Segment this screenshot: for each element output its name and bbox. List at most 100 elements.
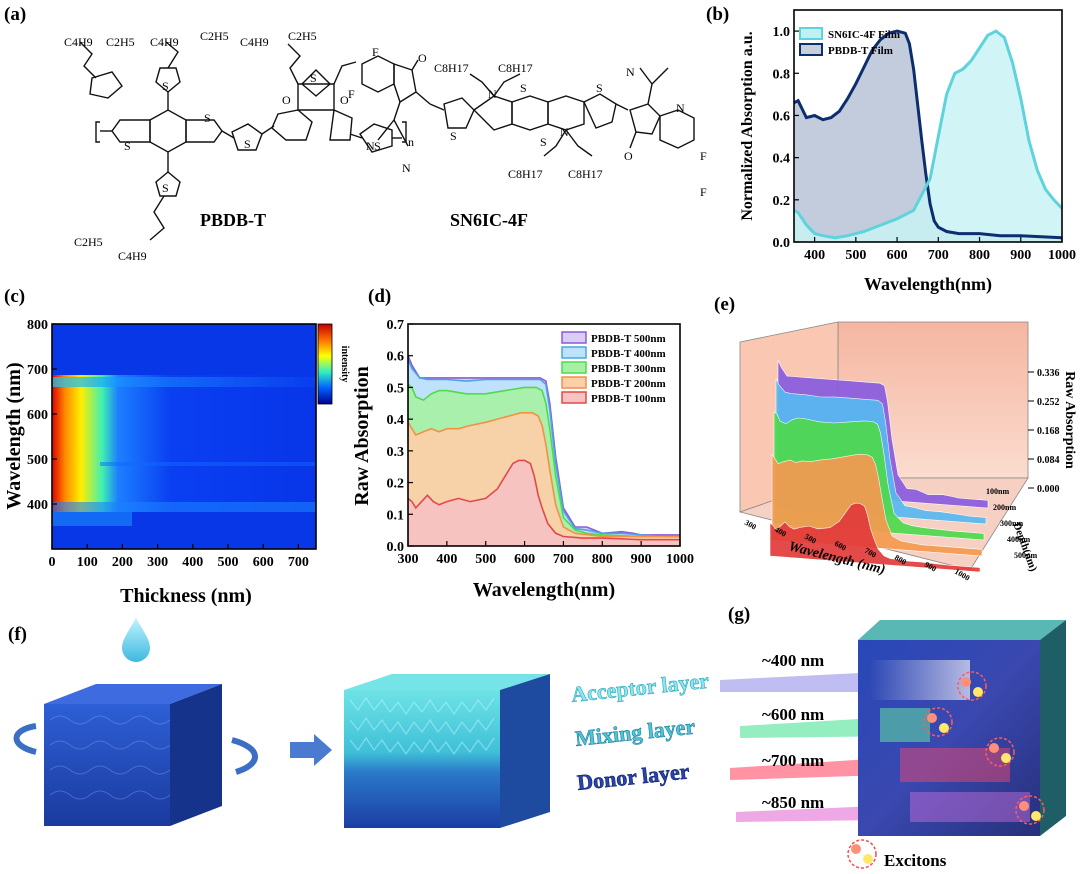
chart-d-xtick-label-3: 600 <box>514 552 535 567</box>
chart-b-area-1 <box>794 31 1062 242</box>
chart-e: 0.336 0.252 0.168 0.084 0.000 100nm 200nm 300nm… <box>738 321 1077 583</box>
chart-e-ytick-label-3: 0.084 <box>1037 455 1060 466</box>
chart-d-legend-swatch-1 <box>561 346 587 359</box>
pbdb-t-sub-5: C4H9 <box>240 35 269 49</box>
chart-e-depth-label-1: 200nm <box>993 503 1016 512</box>
chart-b-xtick-label-6: 1000 <box>1048 248 1076 263</box>
pbdb-t-sub-8: C4H9 <box>118 249 147 263</box>
chart-c-xtick-label-4: 400 <box>182 555 203 570</box>
sn6ic-o1: O <box>418 51 427 65</box>
legend-label-pbdb: PBDB-T Film <box>828 45 893 57</box>
chart-e-ytick-label-1: 0.252 <box>1037 397 1060 408</box>
chart-c-xtick-label-5: 500 <box>218 555 239 570</box>
chart-d-frame <box>407 323 681 547</box>
chart-d-ytick-label-0: 0.0 <box>387 540 405 555</box>
chart-c-ytick-label-2: 600 <box>27 408 48 423</box>
chart-c-ytick-label-1: 500 <box>27 453 48 468</box>
pbdb-t-s2: S <box>162 181 169 195</box>
chart-d-legend: PBDB-T 500nm PBDB-T 400nm PBDB-T 300nm PBDB… <box>561 331 666 405</box>
heatmap-band-main <box>52 375 316 512</box>
chart-b-ytick-label-3: 0.6 <box>773 109 791 124</box>
chart-b-xtick-label-5: 900 <box>1010 248 1031 263</box>
chart-e-xtick-label-0: 300 <box>743 518 758 532</box>
chart-d-xtick-label-1: 400 <box>436 552 457 567</box>
sn6ic-o2: O <box>624 149 633 163</box>
chart-d-xtick-label-7: 1000 <box>666 552 694 567</box>
chart-b-frame <box>793 9 1063 243</box>
chart-e-ytick-label-2: 0.168 <box>1037 426 1060 437</box>
chart-d-xtick-label-2: 500 <box>475 552 496 567</box>
chart-b-ytick-label-5: 1.0 <box>773 25 791 40</box>
legend-swatch-sn6ic <box>799 27 823 40</box>
pbdb-t-sub-3: C4H9 <box>150 35 179 49</box>
sn6ic-4f-name: SN6IC-4F <box>450 210 528 230</box>
heatmap-band-420 <box>52 512 132 526</box>
chart-c-ylabel: Wavelength (nm) <box>3 362 25 509</box>
chart-b-ylabel: Normalized Absorption a.u. <box>739 31 756 220</box>
chart-c-xlabel: Thickness (nm) <box>120 585 252 607</box>
label-600nm: ~600 nm <box>762 705 824 724</box>
chart-b-xtick-label-0: 400 <box>804 248 825 263</box>
chart-e-ylabel: Raw Absorption <box>1062 371 1077 469</box>
chart-c-axes: 0 100 200 300 400 500 600 700 400 500 600 700 800 <box>27 318 309 570</box>
exciton-legend-icon <box>847 839 877 869</box>
rotate-arrow-right-icon <box>231 737 258 775</box>
panel-label-d: (d) <box>368 286 391 307</box>
chart-c-xtick-label-0: 0 <box>49 555 56 570</box>
chart-e-depth-label-4: 500nm <box>1014 551 1037 560</box>
label-850nm: ~850 nm <box>762 793 824 812</box>
pbdb-t-s5: S <box>244 137 251 151</box>
chart-c-xtick-label-1: 100 <box>77 555 98 570</box>
chart-d-line-4 <box>407 459 680 541</box>
chart-b-ytick-label-4: 0.8 <box>773 67 791 82</box>
sn6ic-c8-1: C8H17 <box>434 61 469 75</box>
chart-c-xtick-label-2: 200 <box>112 555 133 570</box>
sn6ic-c8-2: C8H17 <box>498 61 533 75</box>
pbdb-t-name: PBDB-T <box>200 210 266 230</box>
pbdb-t-sub-1: C4H9 <box>64 35 93 49</box>
chart-d-axes: 300 400 500 600 700 800 900 1000 0.0 0.1 0.2 0.3 0.4… <box>387 318 695 567</box>
chart-b-xtick-label-2: 600 <box>887 248 908 263</box>
chart-d-ytick-label-3: 0.3 <box>387 445 405 460</box>
label-700nm: ~700 nm <box>762 751 824 770</box>
structure-pbdb-t-labels: C4H9 C2H5 C4H9 C2H5 C4H9 C2H5 C2H5 C4H9 … <box>64 29 414 263</box>
label-acceptor-layer: Acceptor layer <box>570 668 710 707</box>
chart-d-ytick-label-7: 0.7 <box>387 318 405 333</box>
chart-b-xlabel: Wavelength(nm) <box>864 274 992 295</box>
chart-d-legend-swatch-0 <box>561 331 587 344</box>
chart-d-legend-label-4: PBDB-T 100nm <box>591 393 666 405</box>
panel-label-f: (f) <box>8 624 27 645</box>
label-mixing-layer: Mixing layer <box>574 714 697 751</box>
chart-d-legend-label-3: PBDB-T 200nm <box>591 378 666 390</box>
chart-c-xtick-label-3: 300 <box>147 555 168 570</box>
cube-penetration <box>858 620 1066 836</box>
sn6ic-n4: N <box>402 161 411 175</box>
sn6ic-n6: N <box>676 101 685 115</box>
sn6ic-n1: N <box>488 87 497 101</box>
chart-d-ytick-label-1: 0.1 <box>387 508 405 523</box>
pbdb-t-sub-7: C2H5 <box>74 235 103 249</box>
rotate-arrow-left-icon <box>13 723 37 755</box>
chart-d-area-4 <box>408 460 680 546</box>
chart-d-line-1 <box>407 358 680 538</box>
cube-layered <box>344 674 550 828</box>
sn6ic-f4: F <box>700 185 707 199</box>
heatmap-band-400 <box>52 502 316 512</box>
chart-d-legend-swatch-4 <box>561 391 587 404</box>
chart-c-ytick-label-3: 700 <box>27 363 48 378</box>
chart-e-depth-label-3: 400nm <box>1007 535 1030 544</box>
chart-d-line-3 <box>407 412 680 538</box>
cube-bare <box>44 684 222 826</box>
sn6ic-f2: F <box>348 87 355 101</box>
droplet-icon <box>122 618 150 662</box>
chart-d-legend-swatch-2 <box>561 361 587 374</box>
pbdb-t-s4: S <box>204 111 211 125</box>
sn6ic-f1: F <box>372 45 379 59</box>
panel-label-b: (b) <box>706 4 729 25</box>
label-donor-layer: Donor layer <box>576 758 691 795</box>
chart-c-ytick-label-0: 400 <box>27 498 48 513</box>
chart-d-legend-label-1: PBDB-T 400nm <box>591 348 666 360</box>
chart-c-frame <box>51 323 317 550</box>
chart-b-legend: SN6IC-4F Film PBDB-T Film <box>799 27 900 57</box>
